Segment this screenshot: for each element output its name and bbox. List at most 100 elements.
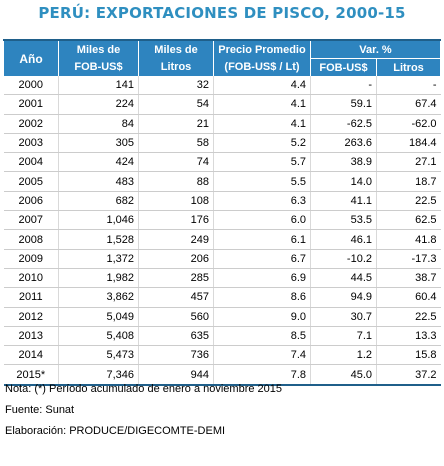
cell-price: 6.1 (213, 229, 311, 250)
cell-fob: 5,049 (58, 307, 139, 327)
cell-fob: 84 (58, 114, 139, 134)
cell-price: 6.9 (213, 268, 311, 289)
note-source: Fuente: Sunat (5, 404, 75, 416)
cell-litros: 32 (138, 76, 214, 96)
table-row: 2007 1,046 176 6.0 53.5 62.5 (3, 210, 441, 231)
cell-litros: 176 (138, 210, 214, 231)
cell-var-fob: 30.7 (310, 307, 377, 327)
cell-var-fob: 41.1 (310, 191, 377, 212)
cell-var-litros: 15.8 (375, 345, 441, 366)
header-fob-line2: FOB-US$ (58, 58, 139, 76)
cell-year: 2009 (3, 249, 59, 269)
cell-fob: 5,408 (58, 326, 139, 347)
table-row: 2000 141 32 4.4- - (3, 76, 441, 96)
cell-var-litros: -17.3 (375, 249, 441, 269)
cell-var-litros: 27.1 (375, 152, 441, 173)
cell-var-litros: 60.4 (375, 287, 441, 308)
cell-fob: 682 (58, 191, 139, 212)
cell-litros: 635 (138, 326, 214, 347)
cell-var-litros: 22.5 (375, 307, 441, 327)
cell-var-litros: -62.0 (375, 114, 441, 134)
cell-var-fob: 7.1 (310, 326, 377, 347)
cell-litros: 88 (138, 171, 214, 192)
header-var-litros: Litros (375, 58, 442, 76)
cell-var-litros: 62.5 (375, 210, 441, 231)
cell-fob: 7,346 (58, 364, 139, 386)
cell-year: 2000 (3, 76, 59, 96)
cell-var-litros: 37.2 (375, 364, 441, 386)
cell-var-fob: -10.2 (310, 249, 377, 269)
table-row: 2008 1,528 249 6.1 46.1 41.8 (3, 229, 441, 250)
cell-litros: 58 (138, 133, 214, 154)
cell-fob: 1,528 (58, 229, 139, 250)
table-row: 2001 224 54 4.1 59.1 67.4 (3, 94, 441, 115)
table-row: 2004 424 74 5.7 38.9 27.1 (3, 152, 441, 173)
note-period: Nota: (*) Período acumulado de enero a n… (5, 383, 283, 395)
cell-var-fob: 263.6 (310, 133, 377, 154)
cell-price: 5.2 (213, 133, 311, 154)
cell-year: 2006 (3, 191, 59, 212)
table-header: Año Miles de Miles de Precio Promedio Va… (3, 40, 442, 76)
cell-litros: 74 (138, 152, 214, 173)
header-litros-line1: Miles de (138, 40, 214, 59)
cell-year: 2005 (3, 171, 59, 192)
cell-fob: 305 (58, 133, 139, 154)
cell-year: 2013 (3, 326, 59, 347)
cell-year: 2011 (3, 287, 59, 308)
header-fob-line1: Miles de (58, 40, 139, 59)
note-elaboration: Elaboración: PRODUCE/DIGECOMTE-DEMI (5, 425, 226, 437)
table-body: 2000 141 32 4.4- -2001 224 54 4.1 59.1 67.4 2002 84… (3, 76, 441, 386)
cell-litros: 457 (138, 287, 214, 308)
header-var-fob: FOB-US$ (310, 58, 377, 76)
cell-year: 2010 (3, 268, 59, 289)
cell-year: 2007 (3, 210, 59, 231)
table-row: 2005 483 88 5.5 14.0 18.7 (3, 171, 441, 192)
cell-price: 6.0 (213, 210, 311, 231)
cell-price: 7.4 (213, 345, 311, 366)
table-row: 2015* 7,346 944 7.8 45.0 37.2 (3, 364, 441, 386)
cell-var-litros: 18.7 (375, 171, 441, 192)
table-row: 2006 682 108 6.3 41.1 22.5 (3, 191, 441, 212)
cell-year: 2008 (3, 229, 59, 250)
cell-fob: 141 (58, 76, 139, 96)
cell-fob: 483 (58, 171, 139, 192)
page-title: PERÚ: EXPORTACIONES DE PISCO, 2000-15 (38, 4, 406, 22)
cell-year: 2002 (3, 114, 59, 134)
cell-var-litros: 38.7 (375, 268, 441, 289)
cell-price: 9.0 (213, 307, 311, 327)
cell-var-litros: 22.5 (375, 191, 441, 212)
cell-price: 8.6 (213, 287, 311, 308)
cell-price: 8.5 (213, 326, 311, 347)
cell-litros: 54 (138, 94, 214, 115)
header-var-group: Var. % (309, 40, 442, 59)
cell-var-fob: - (310, 76, 377, 96)
header-year: Año (3, 40, 59, 76)
cell-var-fob: 14.0 (310, 171, 377, 192)
cell-var-fob: -62.5 (310, 114, 377, 134)
cell-year: 2004 (3, 152, 59, 173)
cell-price: 4.1 (213, 114, 311, 134)
cell-year: 2014 (3, 345, 59, 366)
cell-fob: 1,982 (58, 268, 139, 289)
cell-var-fob: 94.9 (310, 287, 377, 308)
exports-table: Año Miles de Miles de Precio Promedio Va… (3, 39, 442, 386)
cell-var-fob: 1.2 (310, 345, 377, 366)
cell-litros: 21 (138, 114, 214, 134)
cell-fob: 1,372 (58, 249, 139, 269)
table-row: 2012 5,049 560 9.0 30.7 22.5 (3, 307, 441, 327)
cell-litros: 249 (138, 229, 214, 250)
cell-litros: 206 (138, 249, 214, 269)
table-row: 2014 5,473 736 7.4 1.2 15.8 (3, 345, 441, 366)
cell-year: 2015* (3, 364, 59, 386)
cell-var-fob: 59.1 (310, 94, 377, 115)
cell-price: 5.5 (213, 171, 311, 192)
table-row: 2003 305 58 5.2 263.6 184.4 (3, 133, 441, 154)
cell-var-litros: 13.3 (375, 326, 441, 347)
cell-var-litros: 41.8 (375, 229, 441, 250)
cell-var-litros: 67.4 (375, 94, 441, 115)
cell-litros: 560 (138, 307, 214, 327)
cell-price: 6.3 (213, 191, 311, 212)
cell-var-litros: 184.4 (375, 133, 441, 154)
cell-var-fob: 46.1 (310, 229, 377, 250)
